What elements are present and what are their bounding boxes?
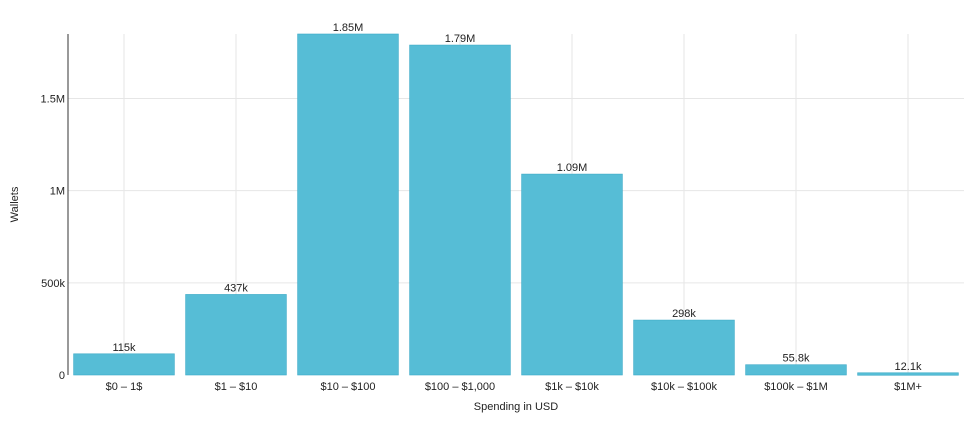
data-label: 437k bbox=[224, 282, 248, 294]
x-tick-label: $100k – $1M bbox=[764, 381, 828, 393]
bar bbox=[745, 364, 847, 376]
bar bbox=[297, 33, 399, 376]
x-tick-label: $10k – $100k bbox=[651, 381, 718, 393]
x-axis-title: Spending in USD bbox=[474, 401, 558, 413]
bars bbox=[73, 33, 959, 376]
y-axis-title: Wallets bbox=[9, 186, 21, 222]
data-label: 12.1k bbox=[895, 361, 922, 373]
y-tick-label: 1M bbox=[50, 186, 65, 198]
y-tick-label: 1.5M bbox=[41, 94, 65, 106]
x-tick-label: $100 – $1,000 bbox=[425, 381, 495, 393]
y-tick-label: 500k bbox=[41, 278, 65, 290]
y-tick-labels: 0 500k 1M 1.5M bbox=[41, 94, 66, 382]
data-label: 115k bbox=[112, 342, 136, 354]
x-tick-label: $10 – $100 bbox=[320, 381, 375, 393]
x-tick-label: $1k – $10k bbox=[545, 381, 599, 393]
data-label: 55.8k bbox=[783, 353, 810, 365]
bar bbox=[409, 44, 511, 376]
bar bbox=[857, 372, 959, 376]
bar bbox=[633, 319, 735, 376]
data-label: 298k bbox=[672, 308, 696, 320]
data-label: 1.85M bbox=[333, 22, 364, 34]
bar bbox=[521, 173, 623, 376]
data-label: 1.79M bbox=[445, 33, 476, 45]
x-tick-label: $1 – $10 bbox=[215, 381, 258, 393]
x-tick-label: $1M+ bbox=[894, 381, 922, 393]
bar bbox=[185, 294, 287, 376]
x-tick-label: $0 – 1$ bbox=[106, 381, 143, 393]
bar bbox=[73, 353, 175, 376]
data-label: 1.09M bbox=[557, 162, 588, 174]
data-labels: 115k 437k 1.85M 1.79M 1.09M 298k 55.8k 12.1k bbox=[112, 22, 921, 373]
y-tick-label: 0 bbox=[59, 370, 65, 382]
x-tick-labels: $0 – 1$ $1 – $10 $10 – $100 $100 – $1,000 $1… bbox=[106, 381, 922, 393]
